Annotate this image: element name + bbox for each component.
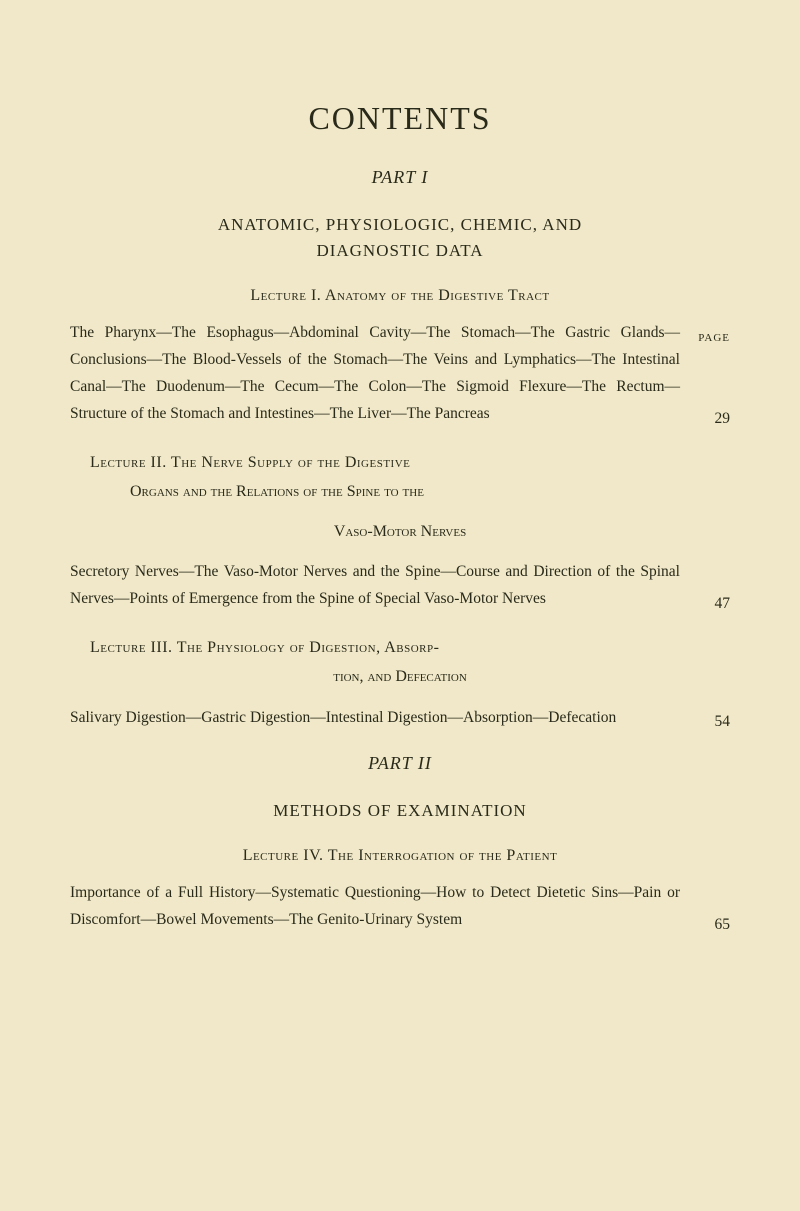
lecture-2-title-line3: Vaso-Motor Nerves <box>334 523 466 540</box>
lecture-3-title: Lecture III. The Physiology of Digestion… <box>70 635 730 661</box>
lecture-2-description: Secretory Nerves—The Vaso-Motor Nerves a… <box>70 558 698 612</box>
lecture-3-entry: Salivary Digestion—Gastric Digestion—Int… <box>70 704 730 731</box>
section-heading-line2: DIAGNOSTIC DATA <box>316 241 483 260</box>
lecture-3-block: Lecture III. The Physiology of Digestion… <box>70 635 730 731</box>
part-2-section-heading: METHODS OF EXAMINATION <box>70 798 730 824</box>
lecture-1-block: Lecture I. Anatomy of the Digestive Trac… <box>70 287 730 428</box>
lecture-2-title-line1: Lecture II. The Nerve Supply of the Dige… <box>90 454 410 471</box>
lecture-3-description: Salivary Digestion—Gastric Digestion—Int… <box>70 704 698 731</box>
part-1-section-heading: ANATOMIC, PHYSIOLOGIC, CHEMIC, AND DIAGN… <box>70 212 730 263</box>
lecture-2-title: Lecture II. The Nerve Supply of the Dige… <box>70 450 730 476</box>
lecture-3-page: 54 <box>698 713 730 731</box>
lecture-3-title-line2: tion, and Defecation <box>333 668 467 685</box>
page-label: PAGE <box>698 332 730 344</box>
part-1-label: PART I <box>70 167 730 188</box>
lecture-1-title: Lecture I. Anatomy of the Digestive Trac… <box>70 287 730 305</box>
lecture-4-page: 65 <box>698 916 730 934</box>
lecture-3-subheading: tion, and Defecation <box>70 664 730 690</box>
lecture-2-subheading: Organs and the Relations of the Spine to… <box>70 479 730 505</box>
lecture-2-entry: Secretory Nerves—The Vaso-Motor Nerves a… <box>70 558 730 612</box>
lecture-4-entry: Importance of a Full History—Systematic … <box>70 879 730 933</box>
lecture-4-block: Lecture IV. The Interrogation of the Pat… <box>70 847 730 933</box>
lecture-2-title-line2: Organs and the Relations of the Spine to… <box>130 483 424 500</box>
lecture-1-description: The Pharynx—The Esophagus—Abdominal Cavi… <box>70 319 698 428</box>
lecture-1-entry: The Pharynx—The Esophagus—Abdominal Cavi… <box>70 319 730 428</box>
lecture-1-page: 29 <box>698 410 730 428</box>
part-2-label: PART II <box>70 753 730 774</box>
section-heading-line1: ANATOMIC, PHYSIOLOGIC, CHEMIC, AND <box>218 215 582 234</box>
lecture-2-block: Lecture II. The Nerve Supply of the Dige… <box>70 450 730 613</box>
lecture-4-title: Lecture IV. The Interrogation of the Pat… <box>70 847 730 865</box>
contents-title: CONTENTS <box>70 100 730 137</box>
lecture-3-title-line1: Lecture III. The Physiology of Digestion… <box>90 639 439 656</box>
lecture-2-page: 47 <box>698 595 730 613</box>
lecture-2-subheading2: Vaso-Motor Nerves <box>70 519 730 545</box>
lecture-4-description: Importance of a Full History—Systematic … <box>70 879 698 933</box>
